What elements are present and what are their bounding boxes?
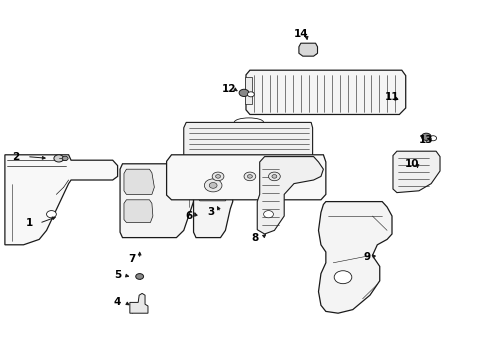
- Polygon shape: [318, 202, 392, 313]
- Text: 3: 3: [207, 207, 214, 217]
- Text: 6: 6: [185, 211, 192, 221]
- Polygon shape: [124, 200, 153, 222]
- Circle shape: [212, 172, 224, 181]
- Circle shape: [62, 156, 68, 161]
- Polygon shape: [393, 151, 440, 193]
- Text: 1: 1: [26, 218, 33, 228]
- Polygon shape: [257, 157, 323, 234]
- Text: 12: 12: [222, 84, 237, 94]
- Polygon shape: [167, 155, 326, 200]
- Polygon shape: [5, 155, 118, 245]
- Text: 9: 9: [364, 252, 371, 262]
- Circle shape: [239, 89, 249, 96]
- Text: 14: 14: [294, 29, 309, 39]
- Circle shape: [136, 274, 144, 279]
- Text: 11: 11: [385, 92, 399, 102]
- Text: 8: 8: [251, 233, 258, 243]
- Circle shape: [269, 172, 280, 181]
- Circle shape: [430, 136, 437, 141]
- Polygon shape: [184, 122, 313, 160]
- Circle shape: [216, 175, 220, 178]
- Text: 4: 4: [114, 297, 122, 307]
- Polygon shape: [299, 43, 318, 56]
- Circle shape: [244, 172, 256, 181]
- Bar: [245, 77, 252, 104]
- Circle shape: [47, 211, 56, 218]
- Polygon shape: [246, 70, 406, 114]
- Circle shape: [54, 155, 64, 162]
- Text: 13: 13: [419, 135, 434, 145]
- Circle shape: [204, 179, 222, 192]
- Circle shape: [421, 133, 431, 140]
- Polygon shape: [194, 164, 233, 238]
- Polygon shape: [124, 169, 154, 194]
- Circle shape: [272, 175, 277, 178]
- Circle shape: [334, 271, 352, 284]
- Circle shape: [209, 183, 217, 188]
- Circle shape: [247, 92, 254, 97]
- Text: 2: 2: [13, 152, 20, 162]
- Text: 10: 10: [404, 159, 419, 169]
- Polygon shape: [120, 164, 194, 238]
- Text: 5: 5: [114, 270, 121, 280]
- Circle shape: [247, 175, 252, 178]
- Circle shape: [264, 211, 273, 218]
- Text: 7: 7: [128, 254, 136, 264]
- Polygon shape: [130, 293, 148, 313]
- Polygon shape: [197, 169, 227, 201]
